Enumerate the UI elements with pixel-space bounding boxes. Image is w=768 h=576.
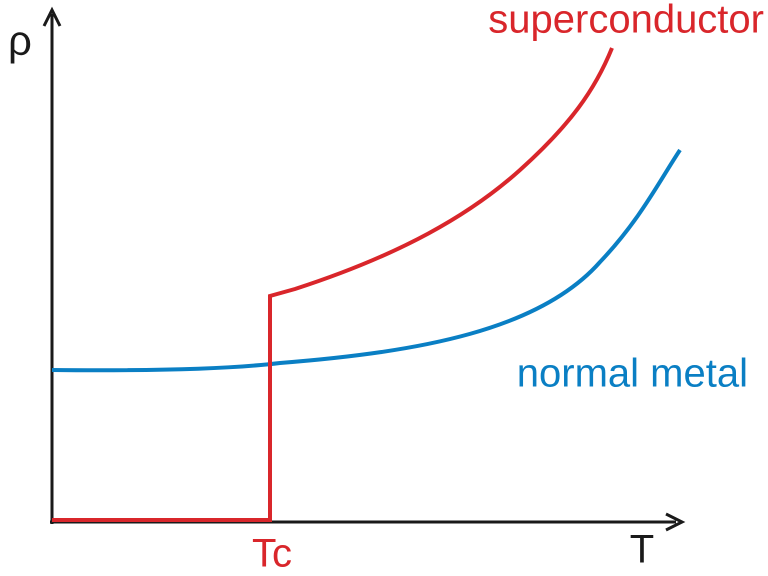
critical-temperature-label: Tc — [252, 532, 292, 576]
normal-metal-label: normal metal — [517, 352, 748, 396]
x-axis-arrow — [665, 512, 686, 532]
normal-metal-curve — [51, 148, 682, 373]
y-axis-arrow — [42, 6, 62, 27]
superconductor-curve — [52, 47, 614, 522]
x-axis-label: T — [630, 528, 654, 572]
y-axis-label: ρ — [8, 17, 32, 64]
superconductor-label: superconductor — [488, 0, 764, 42]
